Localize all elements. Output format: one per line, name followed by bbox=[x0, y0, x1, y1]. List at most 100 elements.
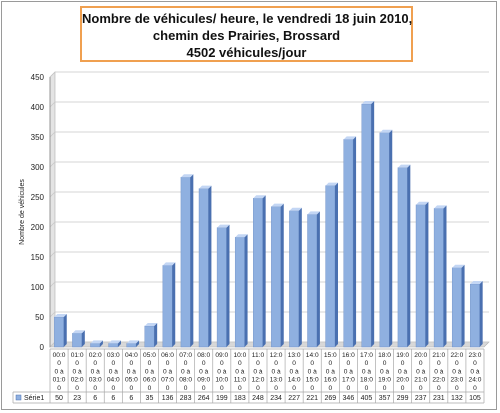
x-tick-label: 0 bbox=[220, 360, 224, 367]
bar-side bbox=[443, 205, 447, 347]
x-tick-label: 02:0 bbox=[89, 352, 102, 359]
x-tick-label: 0 bbox=[401, 385, 405, 392]
bar bbox=[234, 234, 248, 348]
bar-top bbox=[325, 182, 338, 186]
bar-top bbox=[343, 136, 357, 140]
x-tick-label: 0 bbox=[93, 360, 97, 367]
bar bbox=[397, 164, 411, 348]
bar-front bbox=[379, 132, 390, 348]
plot-back-wall bbox=[50, 72, 489, 347]
bar-side bbox=[244, 234, 248, 347]
bar-front bbox=[361, 103, 372, 348]
x-tick-label: 21:0 bbox=[414, 377, 427, 384]
bar-top bbox=[199, 185, 212, 189]
bar-top bbox=[470, 281, 483, 284]
bar-side bbox=[334, 182, 338, 347]
x-tick-label: 0 bbox=[75, 360, 79, 367]
x-tick-label: 0 à bbox=[271, 368, 280, 375]
bar-side bbox=[226, 224, 230, 347]
bar-side bbox=[136, 340, 140, 347]
x-tick-label: 0 bbox=[328, 360, 332, 367]
x-tick-label: 0 bbox=[328, 385, 332, 392]
y-tick-label: 150 bbox=[31, 253, 45, 262]
bar-side bbox=[172, 262, 176, 347]
bar-side bbox=[407, 164, 411, 347]
data-value-label: 6 bbox=[93, 395, 97, 402]
bar-top bbox=[361, 101, 375, 104]
bar-front bbox=[271, 206, 281, 348]
bar-side bbox=[479, 281, 483, 347]
bar-front bbox=[90, 343, 101, 348]
x-tick-label: 23:0 bbox=[469, 352, 482, 359]
bar-front bbox=[54, 316, 64, 348]
x-tick-label: 0 bbox=[419, 360, 423, 367]
x-tick-label: 23:0 bbox=[450, 377, 463, 384]
x-tick-label: 0 bbox=[184, 360, 188, 367]
x-tick-label: 01:0 bbox=[71, 352, 84, 359]
x-tick-label: 16:0 bbox=[324, 377, 337, 384]
bar-top bbox=[126, 340, 140, 344]
x-tick-label: 0 à bbox=[434, 368, 443, 375]
bar bbox=[343, 136, 357, 348]
plot-side-wall bbox=[49, 71, 56, 348]
data-value-label: 35 bbox=[146, 395, 154, 402]
x-tick-label: 09:0 bbox=[215, 352, 228, 359]
data-value-label: 221 bbox=[306, 395, 318, 402]
bar-front bbox=[108, 343, 119, 348]
x-tick-label: 0 bbox=[419, 385, 423, 392]
bar bbox=[198, 185, 212, 348]
x-tick-label: 0 à bbox=[380, 368, 389, 375]
x-tick-label: 0 à bbox=[145, 368, 154, 375]
y-tick-label: 250 bbox=[31, 193, 45, 202]
x-tick-label: 20:0 bbox=[414, 352, 427, 359]
bar-side bbox=[190, 174, 194, 347]
bar-side bbox=[117, 340, 121, 347]
x-tick-label: 0 bbox=[166, 360, 170, 367]
data-value-label: 227 bbox=[288, 395, 300, 402]
x-tick-label: 0 bbox=[57, 360, 61, 367]
x-tick-label: 0 bbox=[455, 385, 459, 392]
x-tick-label: 0 bbox=[365, 385, 369, 392]
x-tick-label: 05:0 bbox=[125, 377, 138, 384]
data-value-label: 6 bbox=[111, 395, 115, 402]
bar-top bbox=[452, 264, 465, 268]
y-gridline bbox=[49, 131, 489, 138]
bar-side bbox=[371, 101, 375, 347]
x-tick-label: 0 bbox=[184, 385, 188, 392]
bar bbox=[90, 340, 103, 348]
x-tick-label: 0 bbox=[202, 385, 206, 392]
bar-side bbox=[99, 340, 103, 347]
bar bbox=[470, 281, 483, 348]
bar-top bbox=[180, 174, 194, 178]
x-tick-label: 0 bbox=[383, 385, 387, 392]
y-tick-label: 450 bbox=[31, 73, 45, 82]
bar-front bbox=[470, 283, 480, 348]
bar-side bbox=[389, 129, 393, 347]
x-tick-label: 0 bbox=[437, 385, 441, 392]
x-tick-label: 0 bbox=[401, 360, 405, 367]
bar-top bbox=[90, 340, 103, 344]
x-tick-label: 14:0 bbox=[306, 352, 319, 359]
bar-front bbox=[343, 139, 354, 348]
x-tick-label: 0 à bbox=[253, 368, 262, 375]
x-tick-label: 12:0 bbox=[270, 352, 283, 359]
x-tick-label: 20:0 bbox=[396, 377, 409, 384]
x-tick-label: 0 à bbox=[308, 368, 317, 375]
y-tick-label: 200 bbox=[31, 223, 45, 232]
bar bbox=[72, 330, 85, 348]
legend-label: Série1 bbox=[24, 395, 44, 402]
bar bbox=[162, 262, 176, 348]
x-tick-label: 17:0 bbox=[342, 377, 355, 384]
bar bbox=[54, 314, 67, 348]
data-value-label: 357 bbox=[379, 395, 391, 402]
x-tick-label: 0 bbox=[274, 360, 278, 367]
data-value-label: 299 bbox=[397, 395, 409, 402]
x-tick-label: 0 bbox=[202, 360, 206, 367]
bar-front bbox=[253, 197, 263, 348]
bar bbox=[144, 323, 158, 348]
bar-top bbox=[54, 314, 67, 317]
x-tick-label: 0 bbox=[347, 360, 351, 367]
x-tick-label: 22:0 bbox=[450, 352, 463, 359]
x-tick-label: 02:0 bbox=[71, 377, 84, 384]
